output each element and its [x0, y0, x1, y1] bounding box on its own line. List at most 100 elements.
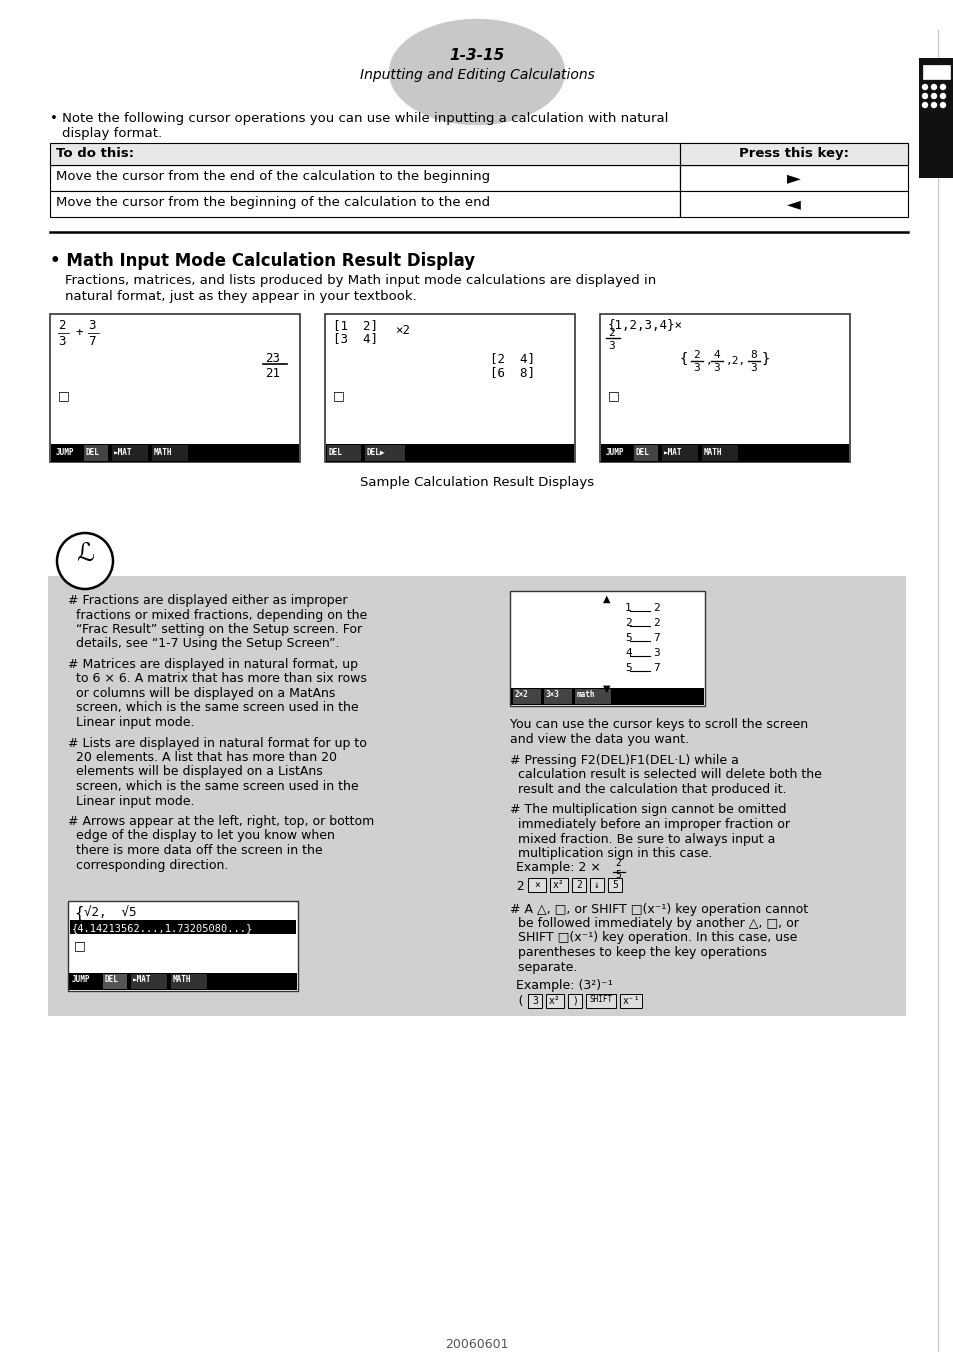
Text: Move the cursor from the end of the calculation to the beginning: Move the cursor from the end of the calc… — [56, 170, 490, 183]
Bar — [70, 919, 295, 934]
Bar — [152, 445, 188, 461]
Text: screen, which is the same screen used in the: screen, which is the same screen used in… — [68, 702, 358, 714]
Bar — [634, 445, 658, 461]
Bar — [923, 65, 949, 78]
Text: DEL: DEL — [105, 975, 119, 984]
Text: Inputting and Editing Calculations: Inputting and Editing Calculations — [359, 68, 594, 82]
Bar — [701, 445, 738, 461]
Bar — [543, 690, 572, 704]
Bar — [513, 690, 540, 704]
Bar — [50, 191, 679, 218]
Text: 23: 23 — [265, 352, 280, 365]
Circle shape — [922, 93, 926, 99]
Text: and view the data you want.: and view the data you want. — [510, 733, 688, 746]
Text: DEL: DEL — [86, 448, 100, 457]
Text: # The multiplication sign cannot be omitted: # The multiplication sign cannot be omit… — [510, 803, 785, 817]
Text: 20 elements. A list that has more than 20: 20 elements. A list that has more than 2… — [68, 750, 336, 764]
Bar — [527, 994, 541, 1007]
Text: {1,2,3,4}×: {1,2,3,4}× — [607, 319, 682, 333]
Bar — [619, 994, 641, 1007]
Text: 7: 7 — [652, 662, 659, 673]
Bar — [50, 143, 907, 165]
Bar — [679, 143, 907, 165]
Text: [2  4]: [2 4] — [490, 352, 535, 365]
Bar — [51, 443, 298, 462]
Text: ×: × — [534, 880, 539, 890]
Text: # Arrows appear at the left, right, top, or bottom: # Arrows appear at the left, right, top,… — [68, 815, 374, 827]
Text: 2: 2 — [615, 859, 620, 868]
Ellipse shape — [389, 19, 564, 124]
Text: 3: 3 — [58, 335, 66, 347]
Text: screen, which is the same screen used in the: screen, which is the same screen used in… — [68, 780, 358, 794]
Text: 4: 4 — [624, 648, 631, 658]
Text: ►{4.14213562...,1.73205080...}: ►{4.14213562...,1.73205080...} — [71, 923, 259, 933]
Bar — [567, 994, 581, 1007]
Text: 3: 3 — [692, 362, 699, 373]
Text: ►: ► — [786, 169, 801, 187]
Text: # Fractions are displayed either as improper: # Fractions are displayed either as impr… — [68, 594, 347, 607]
Text: # Pressing F2(DEL)F1(DEL·L) while a: # Pressing F2(DEL)F1(DEL·L) while a — [510, 754, 739, 767]
Text: 3: 3 — [88, 319, 95, 333]
Bar — [131, 973, 167, 990]
Text: separate.: separate. — [510, 960, 577, 973]
Text: □: □ — [333, 389, 344, 402]
Bar — [48, 576, 905, 1015]
Bar — [69, 973, 296, 990]
Text: 5: 5 — [624, 662, 631, 673]
Text: 3: 3 — [712, 362, 719, 373]
Bar — [572, 877, 585, 892]
Text: Example: 2 ×: Example: 2 × — [516, 861, 604, 875]
Bar — [589, 877, 603, 892]
Text: ►MAT: ►MAT — [663, 448, 681, 457]
Bar — [326, 443, 574, 462]
Text: elements will be displayed on a ListAns: elements will be displayed on a ListAns — [68, 765, 322, 779]
Text: ——: —— — [88, 329, 100, 338]
Text: 2: 2 — [516, 880, 523, 894]
Text: 3: 3 — [607, 341, 614, 352]
Text: # Lists are displayed in natural format for up to: # Lists are displayed in natural format … — [68, 737, 367, 749]
Circle shape — [57, 533, 112, 589]
Text: DEL: DEL — [329, 448, 342, 457]
Bar — [527, 877, 545, 892]
Text: [1  2]: [1 2] — [333, 319, 377, 333]
Text: ——: —— — [58, 329, 70, 338]
Text: ►MAT: ►MAT — [132, 975, 152, 984]
Text: 21: 21 — [265, 366, 280, 380]
Text: be followed immediately by another △, □, or: be followed immediately by another △, □,… — [510, 917, 798, 930]
Text: 1: 1 — [624, 603, 631, 612]
Text: ↓: ↓ — [594, 880, 599, 890]
Bar — [661, 445, 698, 461]
Bar — [511, 688, 703, 704]
Text: ): ) — [572, 995, 578, 1006]
Text: □: □ — [58, 389, 70, 402]
Text: □: □ — [74, 940, 86, 952]
Text: 7: 7 — [88, 335, 95, 347]
Text: MATH: MATH — [703, 448, 721, 457]
Text: multiplication sign in this case.: multiplication sign in this case. — [510, 846, 712, 860]
Bar — [607, 877, 621, 892]
Text: immediately before an improper fraction or: immediately before an improper fraction … — [510, 818, 789, 831]
Bar — [68, 900, 297, 991]
Text: • Note the following cursor operations you can use while inputting a calculation: • Note the following cursor operations y… — [50, 112, 668, 124]
Text: details, see “1-7 Using the Setup Screen”.: details, see “1-7 Using the Setup Screen… — [68, 638, 339, 650]
Text: DEL: DEL — [636, 448, 649, 457]
Text: x²: x² — [549, 995, 560, 1006]
Bar — [599, 314, 849, 462]
Text: (: ( — [516, 995, 523, 1009]
Text: calculation result is selected will delete both the: calculation result is selected will dele… — [510, 768, 821, 781]
Text: 1-3-15: 1-3-15 — [449, 47, 504, 62]
Bar — [575, 690, 610, 704]
Text: [6  8]: [6 8] — [490, 366, 535, 379]
Text: Linear input mode.: Linear input mode. — [68, 717, 194, 729]
Text: there is more data off the screen in the: there is more data off the screen in the — [68, 844, 322, 857]
Text: 2: 2 — [624, 618, 631, 627]
Circle shape — [930, 84, 936, 89]
Bar — [545, 994, 563, 1007]
Bar — [84, 445, 108, 461]
Text: ▼: ▼ — [602, 684, 610, 694]
Text: 3: 3 — [749, 362, 756, 373]
Text: 5: 5 — [615, 869, 620, 880]
Bar — [679, 165, 907, 191]
Circle shape — [930, 103, 936, 108]
Circle shape — [922, 103, 926, 108]
